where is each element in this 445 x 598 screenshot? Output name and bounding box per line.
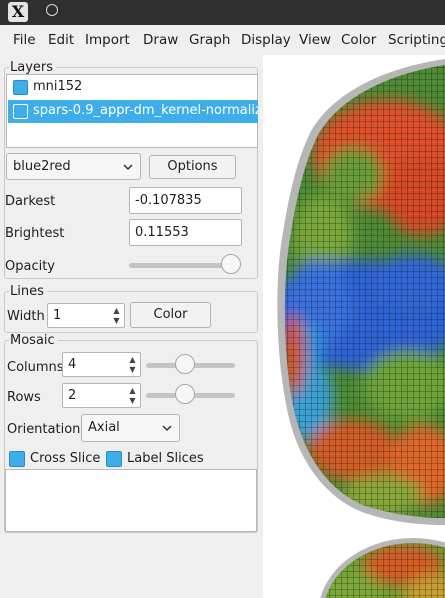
width-spinbox[interactable]: 1 ▲ ▼ <box>47 303 125 328</box>
menu-display[interactable]: Display <box>241 32 291 48</box>
label-slices-checkbox[interactable] <box>106 451 122 467</box>
opacity-slider-track[interactable] <box>129 263 241 268</box>
brain-slice-lower <box>323 543 445 598</box>
menu-color[interactable]: Color <box>341 32 377 48</box>
layers-group-title: Layers <box>9 60 57 76</box>
columns-slider-handle[interactable] <box>175 354 195 374</box>
layer-item-label: spars-0.9_appr-dm_kernel-normalized <box>33 103 258 118</box>
menu-view[interactable]: View <box>299 32 332 48</box>
menu-graph[interactable]: Graph <box>189 32 231 48</box>
rows-slider-handle[interactable] <box>175 384 195 404</box>
brain-viewport[interactable] <box>263 55 445 598</box>
lines-group: Lines Width 1 ▲ ▼ Color <box>4 284 258 333</box>
darkest-label: Darkest <box>5 194 56 209</box>
menu-edit[interactable]: Edit <box>48 32 75 48</box>
layer-visibility-checkbox[interactable] <box>13 80 28 95</box>
brain-render <box>277 59 445 598</box>
chevron-down-icon <box>123 164 133 171</box>
columns-spinbox[interactable]: 4 ▲ ▼ <box>62 352 141 377</box>
layer-item-label: mni152 <box>33 79 83 94</box>
menu-bar: File Edit Import Draw Graph Display View… <box>0 25 445 55</box>
spin-up-icon[interactable]: ▲ <box>129 355 136 364</box>
darkest-value: -0.107835 <box>135 193 202 208</box>
cross-slice-checkbox[interactable] <box>9 451 25 467</box>
spin-up-icon[interactable]: ▲ <box>129 386 136 395</box>
lines-group-title: Lines <box>9 284 47 300</box>
rows-spinbox-arrows[interactable]: ▲ ▼ <box>127 386 138 406</box>
menu-scripting[interactable]: Scripting <box>388 32 445 48</box>
spin-down-icon[interactable]: ▼ <box>113 316 120 325</box>
brightest-label: Brightest <box>5 226 65 241</box>
spin-down-icon[interactable]: ▼ <box>129 365 136 374</box>
colormap-select-value: blue2red <box>13 159 71 174</box>
title-bar: X <box>0 0 445 25</box>
control-panel: Layers mni152 spars-0.9_appr-dm_kernel-n… <box>0 55 263 598</box>
mosaic-group-title: Mosaic <box>9 333 58 349</box>
spin-up-icon[interactable]: ▲ <box>113 306 120 315</box>
menu-import[interactable]: Import <box>85 32 130 48</box>
spin-down-icon[interactable]: ▼ <box>129 396 136 405</box>
rows-label: Rows <box>7 390 41 405</box>
columns-value: 4 <box>68 357 77 372</box>
chevron-down-icon <box>162 425 172 432</box>
opacity-label: Opacity <box>5 259 56 274</box>
width-spinbox-arrows[interactable]: ▲ ▼ <box>111 306 122 326</box>
orientation-label: Orientation <box>7 422 81 437</box>
colormap-select[interactable]: blue2red <box>6 153 141 180</box>
layer-item-overlay[interactable]: spars-0.9_appr-dm_kernel-normalized <box>8 100 258 123</box>
brain-slice-upper <box>284 65 445 518</box>
options-button[interactable]: Options <box>149 155 236 179</box>
label-slices-label: Label Slices <box>127 451 204 466</box>
columns-spinbox-arrows[interactable]: ▲ ▼ <box>127 355 138 375</box>
rows-spinbox[interactable]: 2 ▲ ▼ <box>62 383 141 408</box>
menu-file[interactable]: File <box>13 32 36 48</box>
menu-draw[interactable]: Draw <box>143 32 179 48</box>
width-value: 1 <box>53 308 62 323</box>
rows-value: 2 <box>68 388 77 403</box>
width-label: Width <box>7 309 45 324</box>
mosaic-group: Mosaic Columns 4 ▲ ▼ Rows 2 ▲ ▼ Orientat… <box>4 333 258 533</box>
opacity-slider-handle[interactable] <box>221 254 241 274</box>
orientation-select[interactable]: Axial <box>81 414 180 442</box>
orientation-select-value: Axial <box>88 420 120 435</box>
cross-slice-label: Cross Slice <box>30 451 101 466</box>
darkest-input[interactable]: -0.107835 <box>129 187 242 214</box>
brightest-value: 0.11553 <box>135 225 189 240</box>
brightest-input[interactable]: 0.11553 <box>129 219 242 246</box>
columns-label: Columns <box>7 360 64 375</box>
app-logo-icon: X <box>8 2 28 22</box>
window-control-icon[interactable] <box>46 4 58 16</box>
mosaic-script-textbox[interactable] <box>5 469 257 532</box>
layers-group: Layers mni152 spars-0.9_appr-dm_kernel-n… <box>4 60 258 279</box>
layer-item-mni152[interactable]: mni152 <box>8 76 258 99</box>
layers-list[interactable]: mni152 spars-0.9_appr-dm_kernel-normaliz… <box>6 74 258 148</box>
layer-visibility-checkbox[interactable] <box>13 104 28 119</box>
line-color-button[interactable]: Color <box>130 302 211 328</box>
